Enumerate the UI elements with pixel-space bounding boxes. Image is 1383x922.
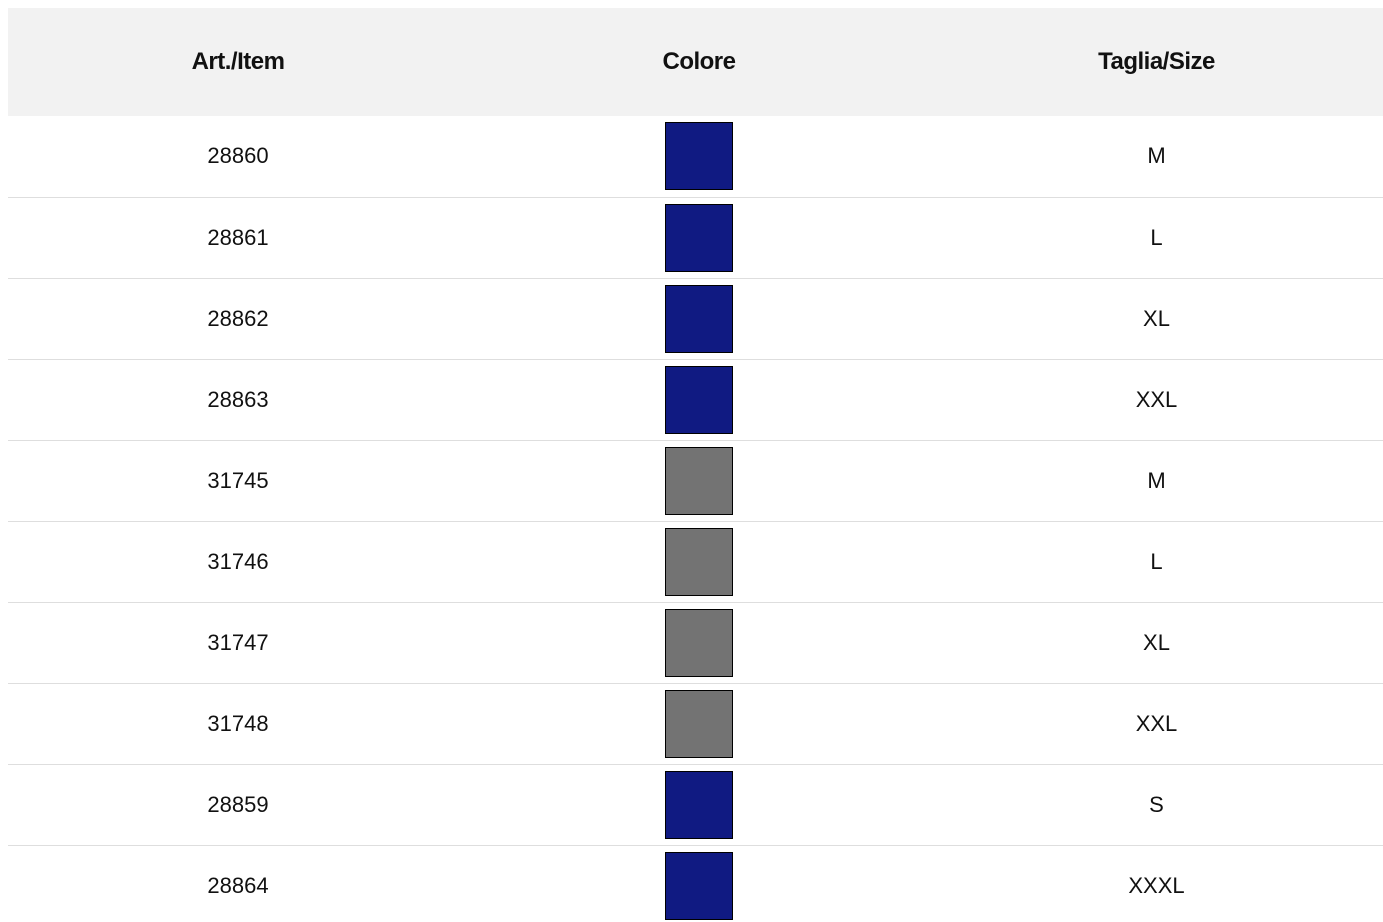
header-item: Art./Item <box>191 48 285 75</box>
color-swatch <box>665 608 733 677</box>
header-color: Colore <box>662 48 736 75</box>
color-swatch <box>665 203 733 272</box>
table-row: 28860 M <box>8 116 1383 197</box>
table-row: 31748 XXL <box>8 683 1383 764</box>
table-row: 31746 L <box>8 521 1383 602</box>
size-value: XXXL <box>1128 872 1185 898</box>
size-value: L <box>1150 548 1163 574</box>
size-value: XL <box>1143 305 1170 331</box>
color-cell <box>468 116 930 197</box>
item-code: 31745 <box>207 467 269 493</box>
color-swatch <box>665 446 733 515</box>
table-row: 28864 XXXL <box>8 845 1383 922</box>
size-value: XXL <box>1135 386 1178 412</box>
color-cell <box>468 683 930 764</box>
color-cell <box>468 845 930 922</box>
color-cell <box>468 440 930 521</box>
color-swatch <box>665 365 733 434</box>
size-value: S <box>1149 791 1164 817</box>
header-size: Taglia/Size <box>1098 48 1215 75</box>
color-cell <box>468 359 930 440</box>
item-code: 31748 <box>207 710 269 736</box>
color-swatch <box>665 284 733 353</box>
size-value: L <box>1150 224 1163 250</box>
size-table: Art./Item Colore Taglia/Size 28860 M 28861… <box>8 8 1383 922</box>
color-swatch <box>665 851 733 920</box>
color-cell <box>468 521 930 602</box>
color-cell <box>468 197 930 278</box>
table-row: 31747 XL <box>8 602 1383 683</box>
item-code: 28859 <box>207 791 269 817</box>
table-row: 28859 S <box>8 764 1383 845</box>
table-row: 28863 XXL <box>8 359 1383 440</box>
size-value: XXL <box>1135 710 1178 736</box>
header-row: Art./Item Colore Taglia/Size <box>8 8 1383 116</box>
color-cell <box>468 602 930 683</box>
size-value: M <box>1147 467 1166 493</box>
color-swatch <box>665 122 733 191</box>
color-swatch <box>665 770 733 839</box>
size-value: M <box>1147 143 1166 169</box>
table-row: 31745 M <box>8 440 1383 521</box>
color-swatch <box>665 527 733 596</box>
color-swatch <box>665 689 733 758</box>
size-value: XL <box>1143 629 1170 655</box>
table-header: Art./Item Colore Taglia/Size <box>8 8 1383 116</box>
item-code: 28862 <box>207 305 269 331</box>
item-code: 31746 <box>207 548 269 574</box>
item-code: 28860 <box>207 143 269 169</box>
table-row: 28862 XL <box>8 278 1383 359</box>
item-code: 31747 <box>207 629 269 655</box>
color-cell <box>468 764 930 845</box>
color-cell <box>468 278 930 359</box>
table-body: 28860 M 28861 L 28862 XL 28863 XXL 31745 M 31746 L 3… <box>8 116 1383 922</box>
item-code: 28864 <box>207 872 269 898</box>
item-code: 28861 <box>207 224 269 250</box>
item-code: 28863 <box>207 386 269 412</box>
table-row: 28861 L <box>8 197 1383 278</box>
